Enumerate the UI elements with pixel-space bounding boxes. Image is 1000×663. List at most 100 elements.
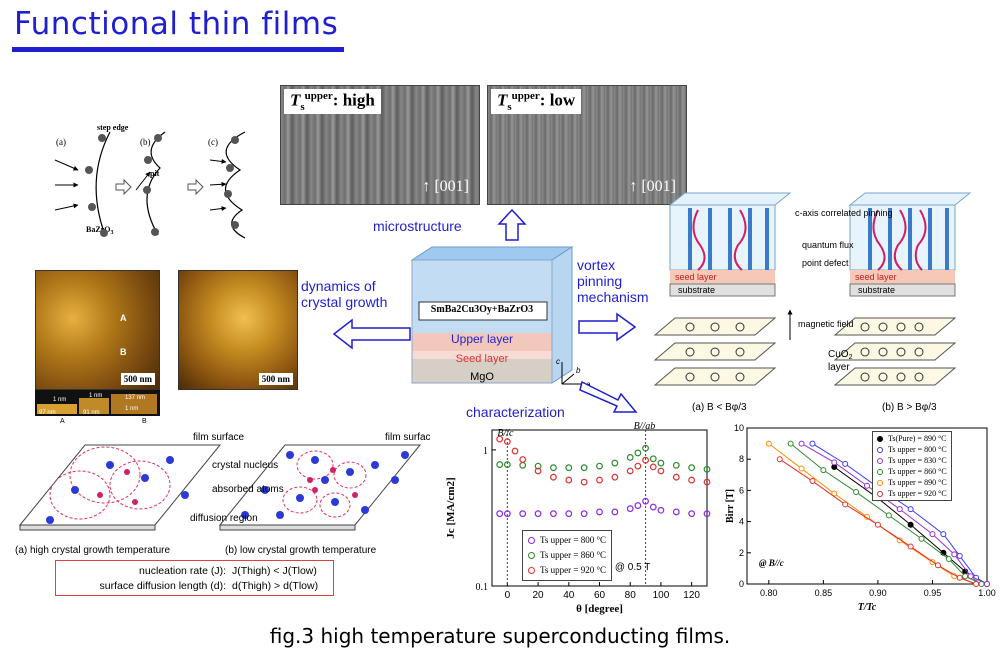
jc-point-s1-15 <box>688 464 696 472</box>
birr-y-tick-label-2: 4 <box>739 517 744 527</box>
tem-direction-low: ↑ [001] <box>629 178 676 195</box>
birr-series-line-5 <box>779 458 977 585</box>
quantum-flux-label: quantum flux <box>802 240 854 250</box>
jc-annotation-bc: B//c <box>497 428 514 439</box>
birr-series-line-3 <box>790 443 982 585</box>
jc-x-tick-label-1: 20 <box>533 590 545 601</box>
jc-point-s2-17 <box>703 478 711 486</box>
sketch-label-b: (b) <box>140 137 151 147</box>
jc-x-tick-label-3: 60 <box>594 590 606 601</box>
jc-point-s2-3 <box>519 456 527 463</box>
jc-point-s2-9 <box>611 473 619 481</box>
birr-x-tick-label-4: 1.00 <box>978 588 996 598</box>
jc-point-s0-0 <box>496 510 504 518</box>
birr-point-s5-4 <box>907 543 914 550</box>
jc-point-s2-11 <box>634 462 642 470</box>
jc-x-tick-label-0: 0 <box>505 590 511 601</box>
birr-point-s4-4 <box>896 537 903 544</box>
birr-point-s1-4 <box>940 531 947 538</box>
tem-label-high: Tsupper: high <box>284 89 381 115</box>
jc-point-s1-16 <box>703 465 711 473</box>
afm-profile: 1 nm 97 nm 1 nm 91 nm 137 nm 1 nm <box>35 390 160 416</box>
substrate-a: substrate <box>678 285 715 295</box>
afm-image-right: 500 nm <box>178 270 298 390</box>
profile-label-3: 91 nm <box>83 410 100 416</box>
microstructure-label: microstructure <box>373 218 462 234</box>
seed-layer-label: Seed layer <box>455 353 509 365</box>
cuo2-layer-label: layer <box>828 362 850 373</box>
jc-point-s0-1 <box>503 510 511 518</box>
jc-x-tick-label-6: 120 <box>683 590 700 601</box>
jc-point-s2-14 <box>657 467 665 475</box>
jc-point-s0-3 <box>534 510 542 518</box>
jc-point-s1-5 <box>565 464 573 472</box>
birr-series-line-2 <box>801 443 988 585</box>
jc-point-s2-4 <box>534 467 542 475</box>
birr-point-s4-0 <box>765 440 772 447</box>
birr-point-s1-0 <box>809 440 816 447</box>
jc-x-tick-label-5: 100 <box>653 590 670 601</box>
birr-point-s1-5 <box>956 552 963 559</box>
jc-point-s1-14 <box>672 461 680 469</box>
birr-y-tick-label-4: 8 <box>739 454 744 464</box>
title-underline <box>12 47 344 52</box>
afm-image-left: 500 nm A B <box>35 270 160 390</box>
profile-label-4: 137 nm <box>125 395 145 401</box>
birr-point-s3-0 <box>787 440 794 447</box>
up-arrow-icon <box>497 208 527 241</box>
birr-y-axis-label: Birr [T] <box>725 489 736 523</box>
birr-point-s3-7 <box>978 581 985 587</box>
birr-point-s1-1 <box>842 460 849 467</box>
vortex-caption-b: (b) B > Bφ/3 <box>882 402 937 413</box>
nucleation-caption-b: (b) low crystal growth temperature <box>225 545 377 556</box>
upper-layer-label: Upper layer <box>450 332 514 346</box>
jc-point-s0-10 <box>634 502 642 509</box>
jc-point-s0-16 <box>703 510 711 518</box>
birr-point-s1-3 <box>907 506 914 513</box>
jc-annotation-bab: B//ab <box>634 421 656 432</box>
birr-point-s5-1 <box>809 478 816 485</box>
tem-label-low: Tsupper: low <box>491 89 582 115</box>
jc-point-s1-9 <box>626 454 634 461</box>
birr-x-axis-label: T/Tc <box>858 602 877 613</box>
jc-point-s1-8 <box>611 459 619 467</box>
jc-point-s2-0 <box>496 435 504 443</box>
birr-y-tick-label-5: 10 <box>734 423 744 433</box>
jc-point-s2-10 <box>626 467 634 475</box>
tem-direction-high: ↑ [001] <box>422 178 469 195</box>
jc-point-s2-1 <box>503 438 511 446</box>
rate-label: nucleation rate (J): <box>139 565 226 577</box>
axis-b: b <box>576 366 581 375</box>
axis-c: c <box>556 357 560 366</box>
jc-annotation-field: @ 0.5 T <box>615 562 651 573</box>
jc-point-s0-15 <box>688 510 696 518</box>
jc-point-s1-12 <box>649 455 657 463</box>
birr-legend-4: Ts upper = 890 °C <box>877 477 947 488</box>
sketch-label-c: (c) <box>208 137 218 147</box>
birr-point-s2-0 <box>798 440 805 447</box>
birr-series-line-1 <box>812 443 988 585</box>
nucleation-caption-a: (a) high crystal growth temperature <box>15 545 171 556</box>
jc-angle-chart: 0 20 40 60 80 100 120 0.1 1 θ [degree] Jc [MA/cm2]… <box>445 421 711 615</box>
jc-point-s1-4 <box>550 464 557 472</box>
substrate-b: substrate <box>858 285 895 295</box>
tem-image-low: Tsupper: low ↑ [001] <box>487 85 687 205</box>
jc-legend-0: Ts upper = 800 °C <box>528 533 606 548</box>
birr-point-s5-7 <box>973 581 980 587</box>
length-label: surface diffusion length (d): <box>99 580 226 592</box>
birr-point-s3-3 <box>885 512 892 519</box>
film-surface-b: film surface <box>385 432 430 443</box>
jc-point-s0-8 <box>611 508 619 516</box>
vortex-label: vortex pinning mechanism <box>577 257 649 305</box>
jc-point-s2-13 <box>649 463 657 471</box>
afm-scale-left: 500 nm <box>120 373 155 385</box>
substrate-label: MgO <box>470 371 494 383</box>
birr-point-s5-2 <box>842 501 849 508</box>
birr-point-s5-0 <box>776 456 783 463</box>
jc-point-s0-4 <box>550 510 557 518</box>
birr-point-s4-2 <box>831 490 838 497</box>
birr-point-s2-1 <box>831 459 838 466</box>
jc-y-tick-label-0: 0.1 <box>476 582 489 593</box>
film-composition: SmBa2Cu3Oy+BaZrO3 <box>430 304 534 315</box>
birr-y-tick-label-0: 0 <box>739 579 744 589</box>
